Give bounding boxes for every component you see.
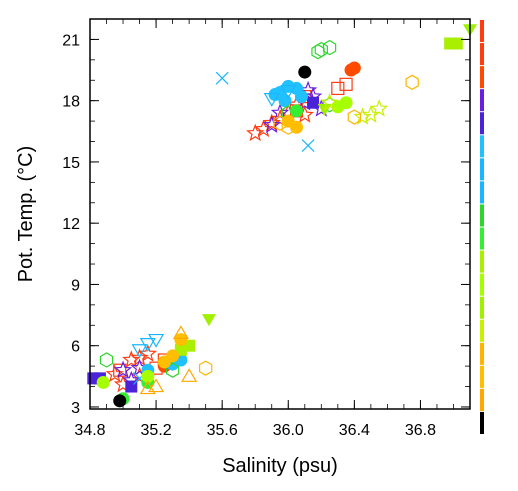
legend-swatch — [480, 296, 484, 319]
x-tick-label: 35.6 — [207, 422, 238, 439]
data-point — [405, 74, 419, 90]
data-point — [331, 81, 345, 96]
data-point — [307, 96, 320, 109]
legend-swatch — [480, 20, 484, 43]
data-point — [450, 37, 463, 50]
data-point — [268, 88, 282, 102]
legend-swatch — [480, 342, 484, 365]
legend-swatch — [480, 273, 484, 296]
data-point — [201, 314, 216, 327]
data-point — [281, 114, 295, 128]
series-group — [105, 95, 314, 393]
y-tick-label: 21 — [62, 32, 80, 49]
axis-ticks — [89, 18, 471, 409]
data-point — [262, 113, 281, 131]
series-group — [157, 114, 304, 369]
data-point — [141, 369, 155, 383]
legend-swatch — [480, 250, 484, 273]
x-tick-label: 36.0 — [273, 422, 304, 439]
data-point — [122, 350, 141, 368]
data-point — [301, 139, 315, 153]
series-group — [87, 96, 320, 393]
y-tick-label: 3 — [71, 400, 80, 417]
y-axis-title: Pot. Temp. (°C) — [15, 146, 37, 283]
data-point — [311, 43, 325, 60]
legend-swatch — [480, 66, 484, 89]
data-point — [113, 394, 127, 408]
data-point — [174, 333, 188, 347]
data-point — [138, 344, 158, 362]
data-point — [148, 378, 165, 393]
data-point — [246, 123, 265, 142]
legend-swatch — [480, 181, 484, 204]
x-tick-label: 36.4 — [339, 422, 370, 439]
legend-swatch — [480, 89, 484, 112]
y-tick-labels: 3 6 9 12 15 18 21 — [62, 32, 80, 417]
legend — [480, 20, 484, 434]
legend-swatch — [480, 227, 484, 250]
data-point — [369, 99, 389, 117]
data-point — [131, 344, 148, 358]
x-tick-label: 35.2 — [141, 422, 172, 439]
legend-swatch — [480, 158, 484, 181]
data-point — [280, 84, 297, 99]
legend-swatch — [480, 319, 484, 342]
series-group — [113, 77, 353, 377]
x-tick-labels: 34.8 35.2 35.6 36.0 36.4 36.8 — [74, 422, 436, 439]
data-point — [347, 109, 362, 125]
series-group — [157, 61, 361, 373]
y-tick-label: 9 — [71, 277, 80, 294]
data-point — [320, 93, 339, 111]
y-tick-label: 18 — [62, 94, 80, 111]
data-point — [344, 63, 358, 77]
data-point — [215, 71, 229, 85]
data-point — [353, 107, 372, 125]
legend-swatch — [480, 135, 484, 158]
plot-frame — [89, 18, 471, 410]
data-point — [172, 325, 189, 340]
series-group — [139, 325, 198, 395]
legend-swatch — [480, 112, 484, 135]
data-point — [99, 352, 114, 368]
data-point — [262, 115, 281, 134]
data-point — [96, 375, 110, 389]
series-group — [131, 84, 297, 358]
x-tick-label: 34.8 — [74, 422, 105, 439]
data-point — [254, 119, 273, 138]
data-point — [294, 90, 308, 104]
data-point — [198, 360, 213, 376]
data-point — [263, 93, 280, 107]
data-point — [166, 349, 180, 363]
y-tick-label: 6 — [71, 339, 80, 356]
legend-swatch — [480, 388, 484, 411]
y-tick-label: 12 — [62, 216, 80, 233]
series-group — [201, 24, 477, 327]
series-group — [320, 93, 389, 125]
data-point — [105, 364, 124, 383]
data-point — [361, 105, 381, 123]
legend-swatch — [480, 43, 484, 66]
series-group — [99, 39, 337, 378]
y-tick-label: 15 — [62, 155, 80, 172]
data-point — [181, 368, 198, 382]
markers-layer — [87, 24, 477, 408]
series-group — [116, 104, 304, 406]
legend-swatch — [480, 365, 484, 388]
legend-swatch — [480, 411, 484, 434]
series-group — [174, 37, 463, 356]
data-point — [322, 39, 337, 56]
data-point — [298, 65, 312, 79]
data-point — [290, 104, 304, 118]
data-point — [148, 333, 165, 348]
x-tick-label: 36.8 — [405, 422, 436, 439]
x-axis-title: Salinity (psu) — [222, 455, 338, 477]
legend-swatch — [480, 204, 484, 227]
data-point — [113, 360, 133, 379]
data-point — [339, 77, 353, 91]
